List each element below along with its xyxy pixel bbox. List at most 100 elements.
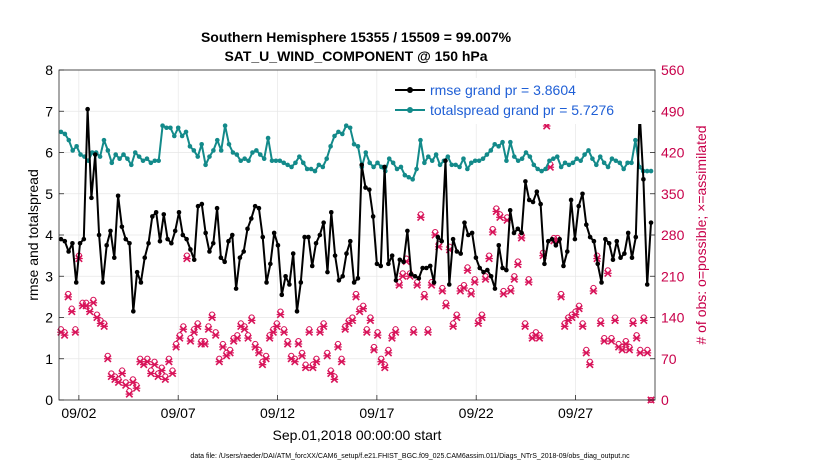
rmse-point xyxy=(260,234,266,240)
obs-assimilated-point xyxy=(168,369,177,378)
obs-assimilated-point xyxy=(291,357,299,366)
totalspread-point xyxy=(578,158,583,164)
rmse-point xyxy=(610,257,616,263)
rmse-point xyxy=(374,261,380,267)
rmse-point xyxy=(431,280,437,285)
totalspread-point xyxy=(574,156,580,161)
x-tick-label: 09/07 xyxy=(161,405,196,421)
rmse-point xyxy=(302,234,307,240)
obs-assimilated-point xyxy=(240,325,249,334)
rmse-point xyxy=(523,179,528,184)
rmse-point xyxy=(264,280,269,285)
rmse-point xyxy=(256,205,262,211)
totalspread-point xyxy=(254,148,259,153)
totalspread-point xyxy=(558,164,564,170)
rmse-point xyxy=(515,226,521,232)
rmse-point xyxy=(485,267,490,273)
obs-assimilated-point xyxy=(438,287,447,295)
rmse-point xyxy=(606,240,612,246)
rmse-point xyxy=(393,278,399,283)
totalspread-point xyxy=(140,158,146,164)
totalspread-point xyxy=(554,154,560,159)
totalspread-point xyxy=(269,158,275,164)
rmse-point xyxy=(153,210,159,215)
obs-assimilated-point xyxy=(363,328,371,336)
obs-assimilated-point xyxy=(341,325,350,334)
rmse-point xyxy=(545,238,551,244)
totalspread-point xyxy=(523,150,529,155)
obs-assimilated-point xyxy=(280,328,288,336)
rmse-point xyxy=(226,238,231,244)
totalspread-point xyxy=(398,164,404,170)
obs-assimilated-point xyxy=(521,322,529,331)
rmse-point xyxy=(526,197,532,203)
totalspread-point xyxy=(160,123,165,128)
left-axis-tick-labels: 0 1 2 3 4 5 6 7 8 xyxy=(45,62,53,408)
totalspread-point xyxy=(570,160,576,166)
rmse-point xyxy=(237,255,243,260)
totalspread-point xyxy=(429,158,435,164)
obs-assimilated-point xyxy=(154,372,162,381)
obs-assimilated-point xyxy=(269,328,278,336)
obs-assimilated-point xyxy=(100,322,108,331)
totalspread-point xyxy=(328,144,333,149)
obs-assimilated-point xyxy=(93,313,101,322)
obs-assimilated-point xyxy=(640,316,648,325)
totalspread-point xyxy=(152,158,158,164)
y-tick-label-left: 2 xyxy=(45,310,53,326)
y-tick-label-right: 560 xyxy=(661,62,685,78)
obs-assimilated-point xyxy=(596,319,605,328)
rmse-point xyxy=(214,205,220,211)
obs-assimilated-point xyxy=(183,254,191,263)
rmse-point xyxy=(81,236,87,242)
obs-assimilated-point xyxy=(524,278,533,286)
obs-assimilated-point xyxy=(604,269,612,278)
totalspread-point xyxy=(539,168,544,174)
totalspread-point xyxy=(363,150,369,155)
totalspread-point xyxy=(375,160,380,166)
obs-assimilated-point xyxy=(452,313,461,322)
rmse-point xyxy=(557,236,562,242)
rmse-point xyxy=(119,224,125,230)
obs-assimilated-point xyxy=(121,381,130,390)
rmse-point xyxy=(595,261,601,267)
totalspread-point xyxy=(594,162,599,168)
rmse-point xyxy=(203,230,208,236)
totalspread-point xyxy=(406,174,412,180)
obs-assimilated-point xyxy=(370,346,378,354)
totalspread-point xyxy=(74,144,79,149)
totalspread-point xyxy=(488,148,494,153)
obs-markers xyxy=(57,119,655,404)
rmse-point xyxy=(344,251,349,256)
obs-assimilated-point xyxy=(319,322,328,331)
obs-assimilated-point xyxy=(150,360,159,369)
rmse-point xyxy=(100,280,106,285)
totalspread-point xyxy=(386,156,392,161)
x-tick-label: 09/12 xyxy=(260,405,295,421)
obs-assimilated-point xyxy=(330,375,339,384)
rmse-point xyxy=(309,263,315,269)
rmse-point xyxy=(313,240,319,246)
obs-assimilated-point xyxy=(273,322,281,331)
rmse-point xyxy=(283,273,288,279)
totalspread-point xyxy=(261,156,267,161)
totalspread-point xyxy=(484,152,490,157)
rmse-point xyxy=(363,185,368,190)
totalspread-point xyxy=(543,166,548,172)
rmse-point xyxy=(161,212,167,217)
rmse-point xyxy=(275,243,281,248)
totalspread-point xyxy=(480,156,486,161)
obs-assimilated-point xyxy=(114,378,123,387)
obs-assimilated-point xyxy=(190,328,198,336)
totalspread-point xyxy=(590,156,595,161)
rmse-point xyxy=(176,210,182,215)
obs-assimilated-point xyxy=(327,369,335,378)
obs-assimilated-point xyxy=(636,349,645,357)
totalspread-point xyxy=(144,156,150,161)
rmse-point xyxy=(321,220,326,225)
totalspread-point xyxy=(199,141,204,147)
y-tick-label-left: 7 xyxy=(45,103,53,119)
legend-rmse-label: rmse grand pr = 3.8604 xyxy=(430,82,576,98)
y-tick-label-right: 490 xyxy=(661,103,685,119)
obs-assimilated-point xyxy=(67,307,76,316)
